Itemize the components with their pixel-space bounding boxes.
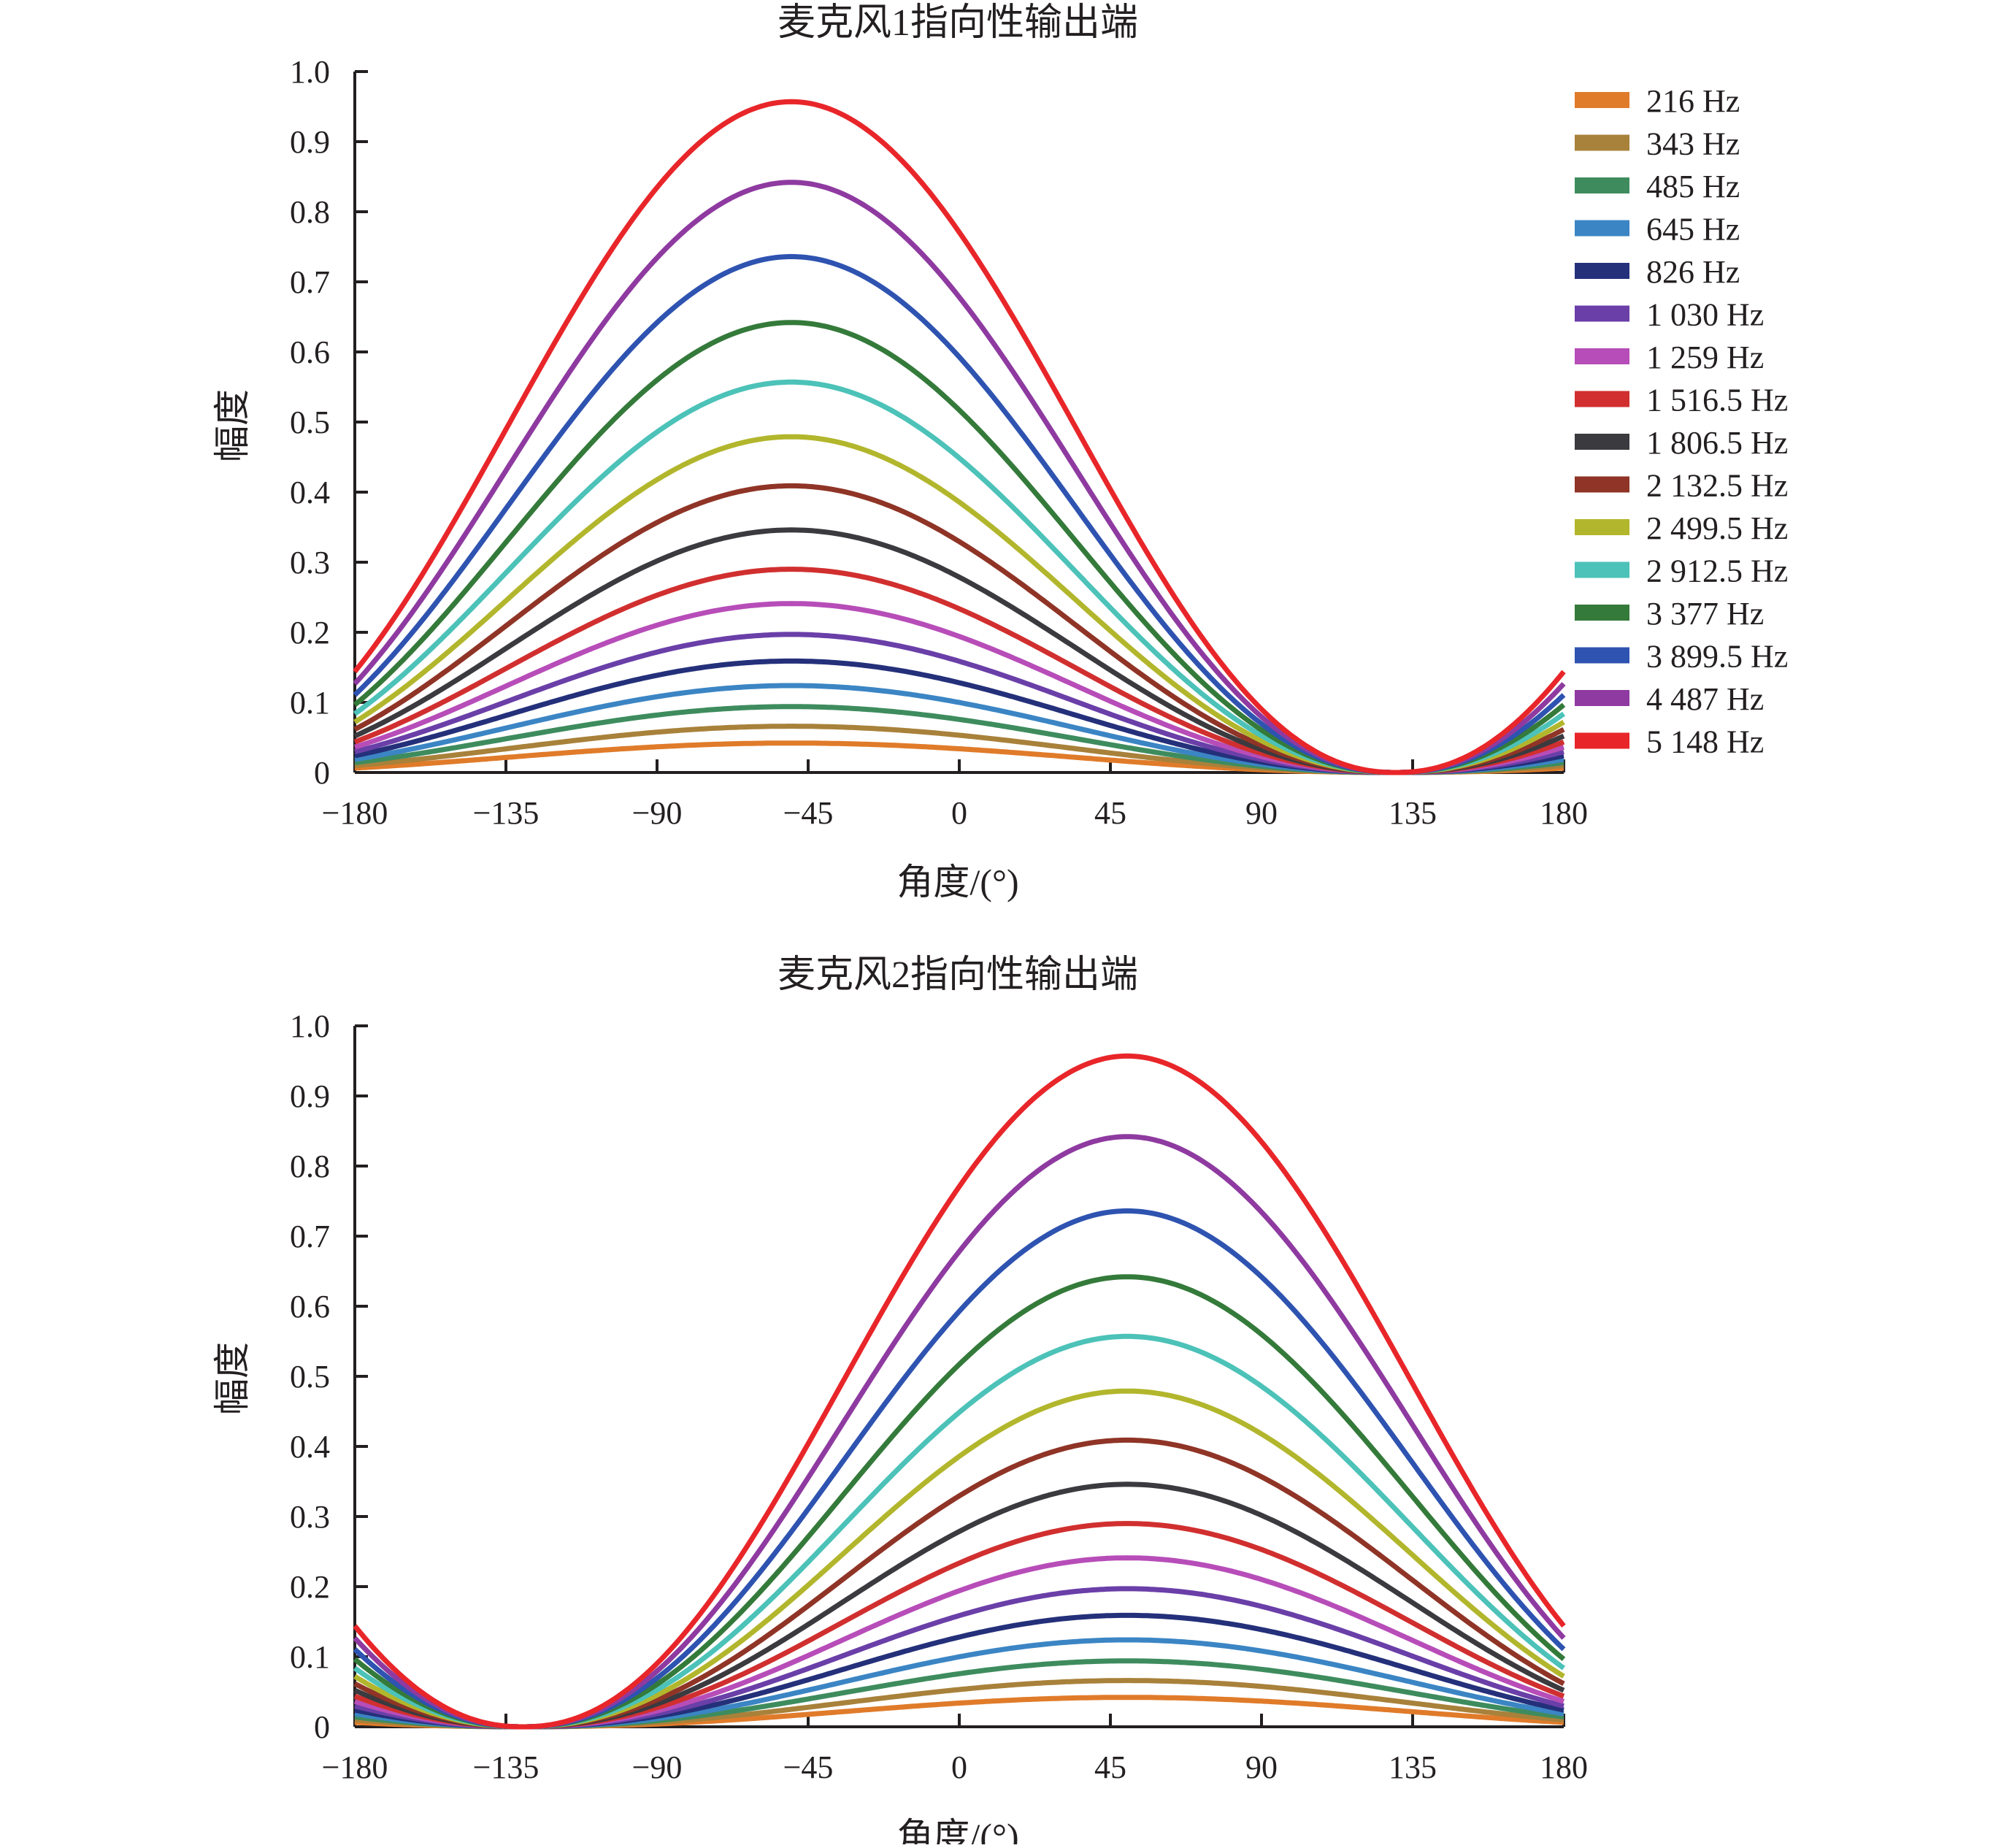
y-tick-label: 0.3 (290, 1499, 330, 1535)
legend-label: 645 Hz (1646, 212, 1740, 248)
legend-label: 343 Hz (1646, 126, 1740, 162)
chart-title: 麦克风2指向性输出端 (777, 954, 1138, 996)
x-tick-label: −180 (322, 795, 388, 831)
y-tick-label: 1.0 (290, 1008, 330, 1044)
legend-label: 4 487 Hz (1646, 681, 1764, 717)
y-tick-label: 0.4 (290, 1429, 330, 1465)
legend: 216 Hz 343 Hz 485 Hz 645 Hz 826 Hz 1 030 Hz 1 … (1575, 83, 1788, 760)
y-tick-label: 0.5 (290, 405, 330, 440)
y-tick-label: 0 (314, 1709, 330, 1745)
legend-label: 1 806.5 Hz (1646, 425, 1788, 461)
legend-swatch (1575, 476, 1629, 493)
x-tick-label: −45 (783, 1749, 834, 1785)
y-tick-label: 0.1 (290, 1639, 330, 1675)
y-tick-label: 0.3 (290, 545, 330, 580)
legend-swatch (1575, 220, 1629, 237)
series-line (353, 1053, 1566, 1730)
plot-area: 0 0.1 0.2 0.3 0.4 0.5 0.6 0.7 0.8 0.9 1.0 −180 −135 −… (290, 1008, 1588, 1785)
y-axis-label: 幅度 (212, 1342, 253, 1415)
chart-mic2: 麦克风2指向性输出端 角度/(°) 幅度 0 0.1 0.2 0.3 0.4 0.5 0.6… (212, 954, 1588, 1848)
x-tick-label: 45 (1094, 795, 1126, 831)
legend-swatch (1575, 92, 1629, 108)
legend-swatch (1575, 177, 1629, 193)
x-tick-label: 180 (1540, 795, 1588, 831)
y-tick-label: 0.7 (290, 264, 330, 300)
legend-swatch (1575, 263, 1629, 279)
series-line (353, 253, 1566, 775)
legend-label: 2 912.5 Hz (1646, 553, 1788, 589)
legend-swatch (1575, 605, 1629, 621)
legend-label: 1 030 Hz (1646, 297, 1764, 333)
legend-swatch (1575, 434, 1629, 450)
x-tick-label: 90 (1245, 795, 1278, 831)
y-tick-label: 1.0 (290, 54, 330, 90)
x-tick-label: −45 (783, 795, 834, 831)
y-axis-label: 幅度 (212, 389, 253, 462)
legend-label: 5 148 Hz (1646, 724, 1764, 760)
legend-label: 2 132.5 Hz (1646, 468, 1788, 504)
legend-swatch (1575, 690, 1629, 706)
series-line (353, 99, 1566, 775)
y-tick-label: 0.5 (290, 1359, 330, 1395)
legend-swatch (1575, 134, 1629, 151)
x-tick-label: 90 (1245, 1749, 1278, 1785)
legend-swatch (1575, 647, 1629, 664)
legend-label: 3 899.5 Hz (1646, 639, 1788, 675)
y-tick-label: 0.8 (290, 1149, 330, 1184)
y-tick-label: 0 (314, 755, 330, 791)
chart-title: 麦克风1指向性输出端 (777, 2, 1138, 44)
chart-mic1: 麦克风1指向性输出端 角度/(°) 幅度 0 0.1 0.2 0.3 0.4 0.5 0.6… (212, 2, 1788, 902)
y-tick-label: 0.4 (290, 475, 330, 510)
x-axis-label: 角度/(°) (896, 862, 1018, 902)
x-tick-label: −135 (473, 795, 540, 831)
legend-label: 2 499.5 Hz (1646, 510, 1788, 546)
x-tick-label: 135 (1389, 1749, 1437, 1785)
y-tick-label: 0.2 (290, 1569, 330, 1605)
y-tick-label: 0.9 (290, 1078, 330, 1114)
x-tick-label: −90 (632, 795, 683, 831)
legend-label: 3 377 Hz (1646, 596, 1764, 632)
x-tick-label: −180 (322, 1749, 388, 1785)
legend-label: 216 Hz (1646, 83, 1740, 119)
y-tick-label: 0.7 (290, 1219, 330, 1254)
plot-area: 0 0.1 0.2 0.3 0.4 0.5 0.6 0.7 0.8 0.9 1.0 −180 −135 −… (290, 54, 1588, 831)
legend-label: 826 Hz (1646, 254, 1740, 290)
legend-swatch (1575, 305, 1629, 322)
legend-label: 485 Hz (1646, 169, 1740, 204)
x-tick-label: 180 (1540, 1749, 1588, 1785)
y-tick-label: 0.6 (290, 1289, 330, 1324)
legend-swatch (1575, 732, 1629, 749)
legend-swatch (1575, 561, 1629, 578)
y-tick-label: 0.2 (290, 615, 330, 651)
x-tick-label: 0 (951, 1749, 967, 1785)
legend-label: 1 259 Hz (1646, 340, 1764, 375)
y-tick-label: 0.8 (290, 194, 330, 230)
x-tick-label: 45 (1094, 1749, 1126, 1785)
legend-swatch (1575, 348, 1629, 364)
x-tick-label: −135 (473, 1749, 540, 1785)
series-line (353, 1208, 1566, 1730)
legend-swatch (1575, 519, 1629, 535)
x-tick-label: 135 (1389, 795, 1437, 831)
legend-swatch (1575, 391, 1629, 407)
y-tick-label: 0.6 (290, 334, 330, 370)
legend-label: 1 516.5 Hz (1646, 383, 1788, 418)
x-axis-label: 角度/(°) (896, 1816, 1018, 1844)
x-tick-label: −90 (632, 1749, 683, 1785)
x-tick-label: 0 (951, 795, 967, 831)
y-tick-label: 0.9 (290, 124, 330, 160)
y-tick-label: 0.1 (290, 685, 330, 721)
